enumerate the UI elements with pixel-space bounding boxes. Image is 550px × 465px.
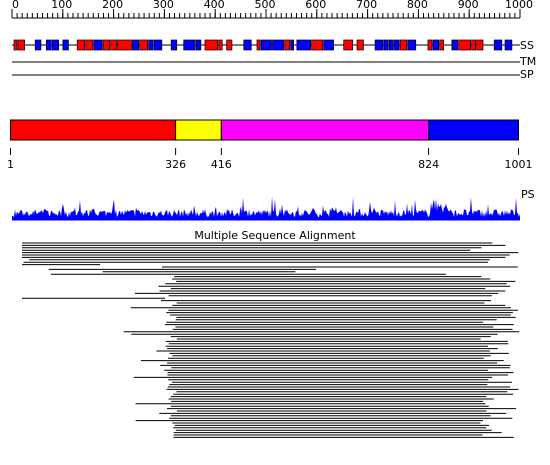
strand [451,39,459,51]
alignment-title: Multiple Sequence Alignment [194,229,356,242]
ruler-label: 100 [51,0,72,11]
domain [220,119,430,141]
ruler-label: 900 [458,0,479,11]
helix [399,39,408,51]
boundary-label: 824 [418,158,439,171]
strand [493,39,503,51]
helix [139,39,148,51]
helix [439,39,444,51]
boundary-label: 326 [165,158,186,171]
strand [243,39,252,51]
helix [204,39,219,51]
strand [407,39,417,51]
strand [170,39,178,51]
strand [504,39,513,51]
helix [218,39,223,51]
ss-label: SS [520,39,534,52]
helix [311,39,324,51]
strand [272,39,285,51]
strand [260,39,272,51]
strand [432,39,440,51]
helix [476,39,484,51]
strand [183,39,196,51]
helix [256,39,261,51]
ruler-label: 1000 [505,0,533,11]
boundary-label: 416 [211,158,232,171]
helix [117,39,132,51]
strand [195,39,202,51]
strand [296,39,311,51]
strand [388,39,394,51]
helix [284,39,290,51]
helix [343,39,354,51]
strand [132,39,140,51]
helix [110,39,117,51]
helix [226,39,233,51]
boundary-label: 1001 [505,158,533,171]
domain [10,119,177,141]
strand [374,39,384,51]
ruler-label: 200 [102,0,123,11]
ruler-label: 600 [305,0,326,11]
ruler-label: 300 [153,0,174,11]
strand [394,39,400,51]
strand [148,39,154,51]
ruler-label: 700 [356,0,377,11]
sp-label: SP [520,68,534,81]
strand [34,39,42,51]
strand [323,39,334,51]
helix [427,39,433,51]
tm-label: TM [519,55,536,68]
domain [175,119,222,141]
helix [356,39,364,51]
ps-profile [12,196,520,220]
strand [62,39,69,51]
strand [290,39,294,51]
ruler-label: 500 [255,0,276,11]
helix [85,39,94,51]
domain [428,119,520,141]
ruler-label: 400 [204,0,225,11]
strand [45,39,52,51]
helix [458,39,472,51]
helix [76,39,86,51]
ps-label: PS [521,188,535,201]
strand [93,39,103,51]
helix [17,39,25,51]
ruler-label: 0 [12,0,19,11]
helix [471,39,477,51]
strand [383,39,389,51]
boundary-label: 1 [7,158,14,171]
helix [13,39,18,51]
helix [102,39,111,51]
strand [153,39,163,51]
ruler-label: 800 [407,0,428,11]
strand [51,39,59,51]
